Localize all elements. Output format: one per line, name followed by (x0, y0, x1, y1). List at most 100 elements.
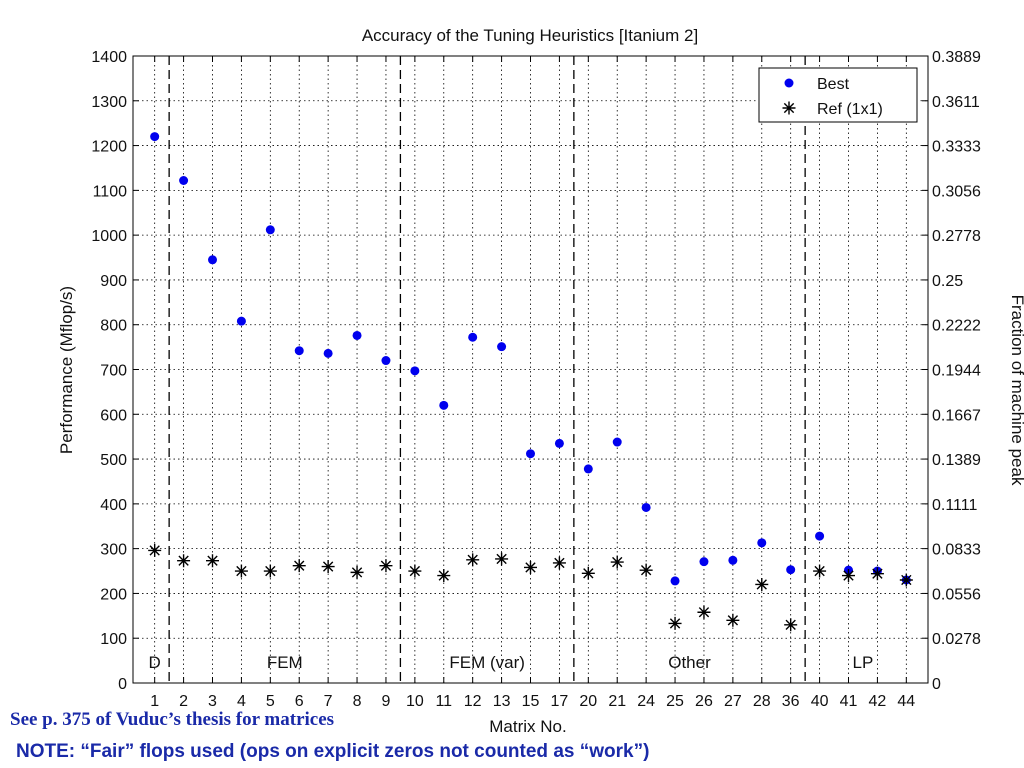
best-point (208, 255, 217, 265)
y-tick-label: 200 (100, 586, 127, 603)
y-tick-label: 1200 (91, 139, 127, 156)
legend-label: Best (817, 76, 850, 93)
x-tick-label: 15 (522, 693, 540, 710)
y-tick-label: 900 (100, 273, 127, 290)
ref-point (755, 577, 769, 591)
legend-best-marker (784, 78, 794, 88)
x-tick-label: 44 (897, 693, 915, 710)
y-tick-label: 0 (118, 676, 127, 693)
y-axis-right: 0 0.0278 0.0556 0.0833 0.1111 0.1389 0.1667 0.1… (922, 49, 981, 693)
y-tick-label: 300 (100, 542, 127, 559)
x-tick-label: 12 (464, 693, 482, 710)
x-tick-label: 7 (324, 693, 333, 710)
ref-point (234, 564, 248, 578)
y-tick-label-right: 0.3889 (932, 49, 981, 66)
region-separators (168, 56, 806, 683)
best-point (497, 342, 507, 352)
y-tick-label: 700 (100, 363, 127, 380)
ref-point (639, 563, 653, 577)
ref-point (870, 567, 884, 581)
best-point (265, 225, 275, 235)
x-tick-label: 21 (608, 693, 626, 710)
x-tick-label: 27 (724, 693, 742, 710)
ref-point (263, 564, 277, 578)
best-point (294, 346, 304, 356)
x-tick-label: 17 (551, 693, 569, 710)
best-point (728, 555, 738, 565)
best-point (583, 464, 593, 474)
x-tick-label: 42 (869, 693, 887, 710)
ref-point (899, 573, 913, 587)
ref-point (784, 618, 798, 632)
best-point (815, 531, 825, 541)
chart-title: Accuracy of the Tuning Heuristics [Itani… (362, 26, 698, 45)
ref-point (581, 566, 595, 580)
grid (133, 55, 928, 684)
y-tick-label-right: 0.1111 (932, 497, 977, 514)
best-point (699, 557, 709, 567)
ref-point (668, 616, 682, 630)
y-tick-label-right: 0.3056 (932, 183, 981, 200)
y-tick-label: 100 (100, 631, 127, 648)
ref-point (148, 543, 162, 557)
ref-point (726, 613, 740, 627)
ref-point (350, 565, 364, 579)
best-point (352, 330, 362, 340)
legend-box (758, 67, 918, 123)
note-caption: NOTE: “Fair” flops used (ops on explicit… (16, 741, 650, 762)
x-tick-label: 10 (406, 693, 424, 710)
y-tick-label: 600 (100, 407, 127, 424)
y-tick-label-right: 0.0833 (932, 542, 981, 559)
reference-caption: See p. 375 of Vuduc’s thesis for matrice… (10, 709, 335, 730)
y-tick-label: 500 (100, 452, 127, 469)
best-point (150, 132, 160, 142)
x-tick-label: 26 (695, 693, 713, 710)
x-tick-label: 5 (266, 693, 275, 710)
y-tick-label: 800 (100, 318, 127, 335)
ref-point (813, 564, 827, 578)
ref-point (321, 560, 335, 574)
y-tick-label: 1100 (93, 183, 128, 200)
best-point (381, 356, 391, 366)
ref-point (495, 552, 509, 566)
x-tick-label: 24 (637, 693, 655, 710)
ref-point (206, 554, 219, 568)
x-tick-label: 3 (208, 693, 217, 710)
y-tick-label-right: 0.3333 (932, 139, 981, 156)
y-axis-label: Performance (Mflop/s) (57, 286, 76, 454)
x-axis: 1 2 3 4 5 6 7 8 9 10 11 12 13 15 17 20 21 24 25 26 27 28 36 40 4… (150, 56, 915, 710)
best-point (554, 438, 564, 448)
y-tick-label: 400 (100, 497, 127, 514)
region-label: Other (668, 653, 711, 672)
y-tick-label-right: 0.1389 (932, 452, 981, 469)
x-tick-label: 9 (382, 693, 391, 710)
y-axis-left: 0 100 200 300 400 500 600 700 800 900 1000 1100 1200… (91, 49, 139, 693)
best-point (179, 176, 189, 186)
x-tick-label: 2 (179, 693, 188, 710)
region-label: LP (853, 653, 874, 672)
region-label: D (149, 653, 161, 672)
y-tick-label: 1400 (91, 49, 127, 66)
y-tick-label-right: 0.1944 (932, 363, 981, 380)
y-tick-label-right: 0.25 (932, 273, 963, 290)
y-tick-label-right: 0.2222 (932, 318, 981, 335)
best-point (439, 400, 449, 410)
ref-point (437, 569, 451, 583)
x-tick-label: 4 (237, 693, 246, 710)
best-point (641, 502, 651, 512)
ref-point (379, 559, 393, 573)
ref-point (466, 553, 480, 567)
best-point (786, 565, 796, 575)
best-point (526, 449, 535, 459)
data-points (148, 132, 913, 632)
x-tick-label: 25 (666, 693, 684, 710)
ref-point (697, 605, 711, 619)
legend: Best Ref (1x1) (758, 67, 918, 123)
ref-point (408, 564, 422, 578)
legend-ref-marker (782, 101, 796, 115)
x-tick-label: 1 (150, 693, 159, 710)
x-axis-label: Matrix No. (489, 717, 566, 736)
best-point (468, 332, 478, 342)
ref-point (292, 559, 306, 573)
ref-point (842, 569, 855, 583)
